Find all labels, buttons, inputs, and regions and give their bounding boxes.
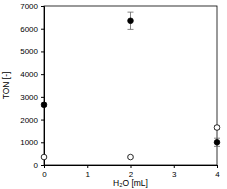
- y-tick: 7000: [20, 2, 44, 11]
- y-tick-label: 5000: [20, 47, 38, 56]
- error-bar: [214, 126, 220, 130]
- point: [214, 139, 220, 145]
- y-axis: 0 1000 2000 3000 4000 5000 6000 7000: [20, 2, 44, 170]
- y-tick-mark: [41, 74, 44, 75]
- y-tick: 3000: [20, 93, 44, 102]
- y-tick: 0: [34, 161, 44, 170]
- marks: [41, 12, 220, 160]
- x-tick-label: 0: [42, 170, 47, 179]
- point: [128, 154, 134, 160]
- x-tick-label: 4: [215, 170, 220, 179]
- x-tick-label: 1: [86, 170, 91, 179]
- x-axis: 0 1 2 3 4: [42, 165, 220, 179]
- point: [128, 18, 134, 24]
- y-tick: 1000: [20, 138, 44, 147]
- chart: 0 1 2 3 4 0 1000 2000 3000 4000 5000 6000 7000 H₂O [m…: [0, 0, 227, 189]
- x-tick: 0: [42, 165, 47, 179]
- x-tick-mark: [217, 165, 218, 168]
- x-tick: 3: [172, 165, 177, 179]
- y-tick-label: 6000: [20, 25, 38, 34]
- x-tick-mark: [87, 165, 88, 168]
- y-tick-label: 3000: [20, 93, 38, 102]
- y-axis-title: TON [-]: [1, 72, 11, 100]
- y-tick-label: 4000: [20, 70, 38, 79]
- series: [41, 12, 220, 146]
- frame: [44, 6, 217, 165]
- y-tick-label: 7000: [20, 2, 38, 11]
- error-bar: [214, 138, 220, 146]
- x-tick-mark: [174, 165, 175, 168]
- y-tick: 5000: [20, 47, 44, 56]
- x-tick: 2: [129, 165, 134, 179]
- error-bar: [41, 103, 47, 107]
- x-tick-label: 3: [172, 170, 177, 179]
- y-tick: 6000: [20, 25, 44, 34]
- point: [41, 154, 47, 160]
- error-bar: [128, 12, 134, 29]
- y-tick-label: 1000: [20, 138, 38, 147]
- y-tick: 4000: [20, 70, 44, 79]
- y-tick-mark: [41, 97, 44, 98]
- point: [41, 102, 47, 108]
- y-tick-mark: [41, 6, 44, 7]
- y-tick-label: 2000: [20, 116, 38, 125]
- y-tick-mark: [41, 29, 44, 30]
- x-axis-title: H₂O [mL]: [113, 178, 148, 188]
- y-tick-mark: [41, 142, 44, 143]
- plot: 0 1 2 3 4 0 1000 2000 3000 4000 5000 6000 7000: [20, 2, 220, 179]
- y-tick: 2000: [20, 116, 44, 125]
- x-tick-mark: [131, 165, 132, 168]
- y-tick-label: 0: [34, 161, 39, 170]
- point: [214, 125, 220, 131]
- x-tick: 1: [86, 165, 91, 179]
- y-axis-line: [41, 7, 45, 166]
- y-tick-mark: [41, 51, 44, 52]
- x-axis-line: [45, 166, 218, 169]
- series: [41, 125, 220, 160]
- y-tick-mark: [41, 165, 44, 166]
- y-tick-mark: [41, 120, 44, 121]
- x-tick: 4: [215, 165, 220, 179]
